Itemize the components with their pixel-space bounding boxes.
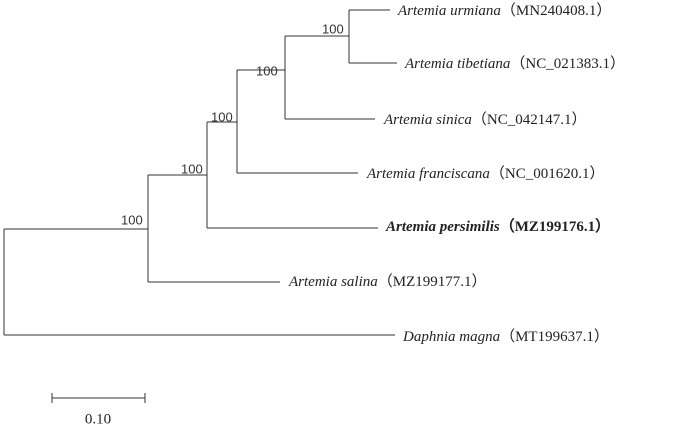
bootstrap-value: 100: [181, 161, 203, 176]
taxon-label: Artemia franciscana（NC_001620.1）: [366, 165, 605, 182]
branches: [3, 9, 397, 336]
taxon-label: Artemia urmiana（MN240408.1）: [397, 2, 611, 19]
taxon-label: Artemia persimilis（MZ199176.1）: [385, 217, 610, 235]
taxon-label: Daphnia magna（MT199637.1）: [402, 328, 609, 345]
taxon-label: Artemia salina（MZ199177.1）: [288, 273, 487, 290]
bootstrap-value: 100: [322, 21, 344, 36]
bootstrap-value: 100: [256, 63, 278, 78]
taxon-label: Artemia sinica（NC_042147.1）: [383, 111, 587, 128]
bootstrap-value: 100: [121, 212, 143, 227]
taxon-label: Artemia tibetiana（NC_021383.1）: [404, 55, 625, 72]
bootstrap-value: 100: [211, 109, 233, 124]
scale-label: 0.10: [85, 411, 111, 427]
scale-bar: [51, 393, 146, 403]
